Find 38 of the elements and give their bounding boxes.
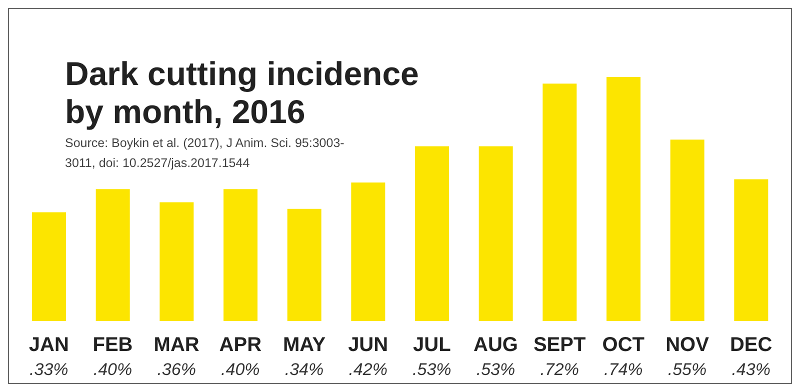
data-label: .36% [157, 360, 196, 379]
x-tick-label: AUG [474, 334, 518, 356]
x-tick-label: FEB [92, 334, 133, 356]
bar [32, 212, 66, 321]
bar [478, 146, 513, 321]
bar [96, 189, 130, 321]
data-label: .53% [476, 360, 516, 379]
x-tick-label: JAN [28, 334, 69, 356]
bar [542, 84, 577, 321]
x-tick-label: SEPT [533, 334, 586, 356]
x-tick-label: JUN [348, 334, 388, 356]
x-tick-label: NOV [666, 334, 710, 356]
data-label: .72% [540, 360, 579, 379]
bar [287, 208, 322, 321]
data-label: .40% [93, 360, 132, 379]
data-label: .53% [412, 360, 452, 379]
data-label: .42% [348, 360, 388, 379]
x-tick-label: MAR [154, 334, 200, 356]
x-tick-label: APR [219, 334, 262, 356]
data-label: .55% [668, 360, 707, 379]
data-label: .40% [221, 360, 260, 379]
data-label: .34% [284, 360, 324, 379]
bar [670, 140, 704, 321]
x-tick-label: OCT [602, 334, 645, 356]
bar [415, 146, 449, 321]
annotation: Source: Boykin et al. (2017), J Anim. Sci. 95:3003-3011, doi: 10.2527/jas.2017.1544 [65, 135, 346, 172]
data-label: .33% [30, 360, 68, 379]
bar [160, 202, 194, 321]
bar [734, 179, 768, 321]
bar [351, 182, 386, 321]
data-label: .43% [732, 360, 770, 379]
x-tick-label: MAY [282, 334, 326, 356]
bar [606, 77, 640, 321]
bar [224, 189, 258, 321]
x-tick-label: JUL [413, 334, 451, 356]
x-tick-label: DEC [730, 334, 772, 356]
chart-title: Dark cutting incidence by month, 2016 [65, 55, 420, 131]
data-label: .74% [604, 360, 643, 379]
